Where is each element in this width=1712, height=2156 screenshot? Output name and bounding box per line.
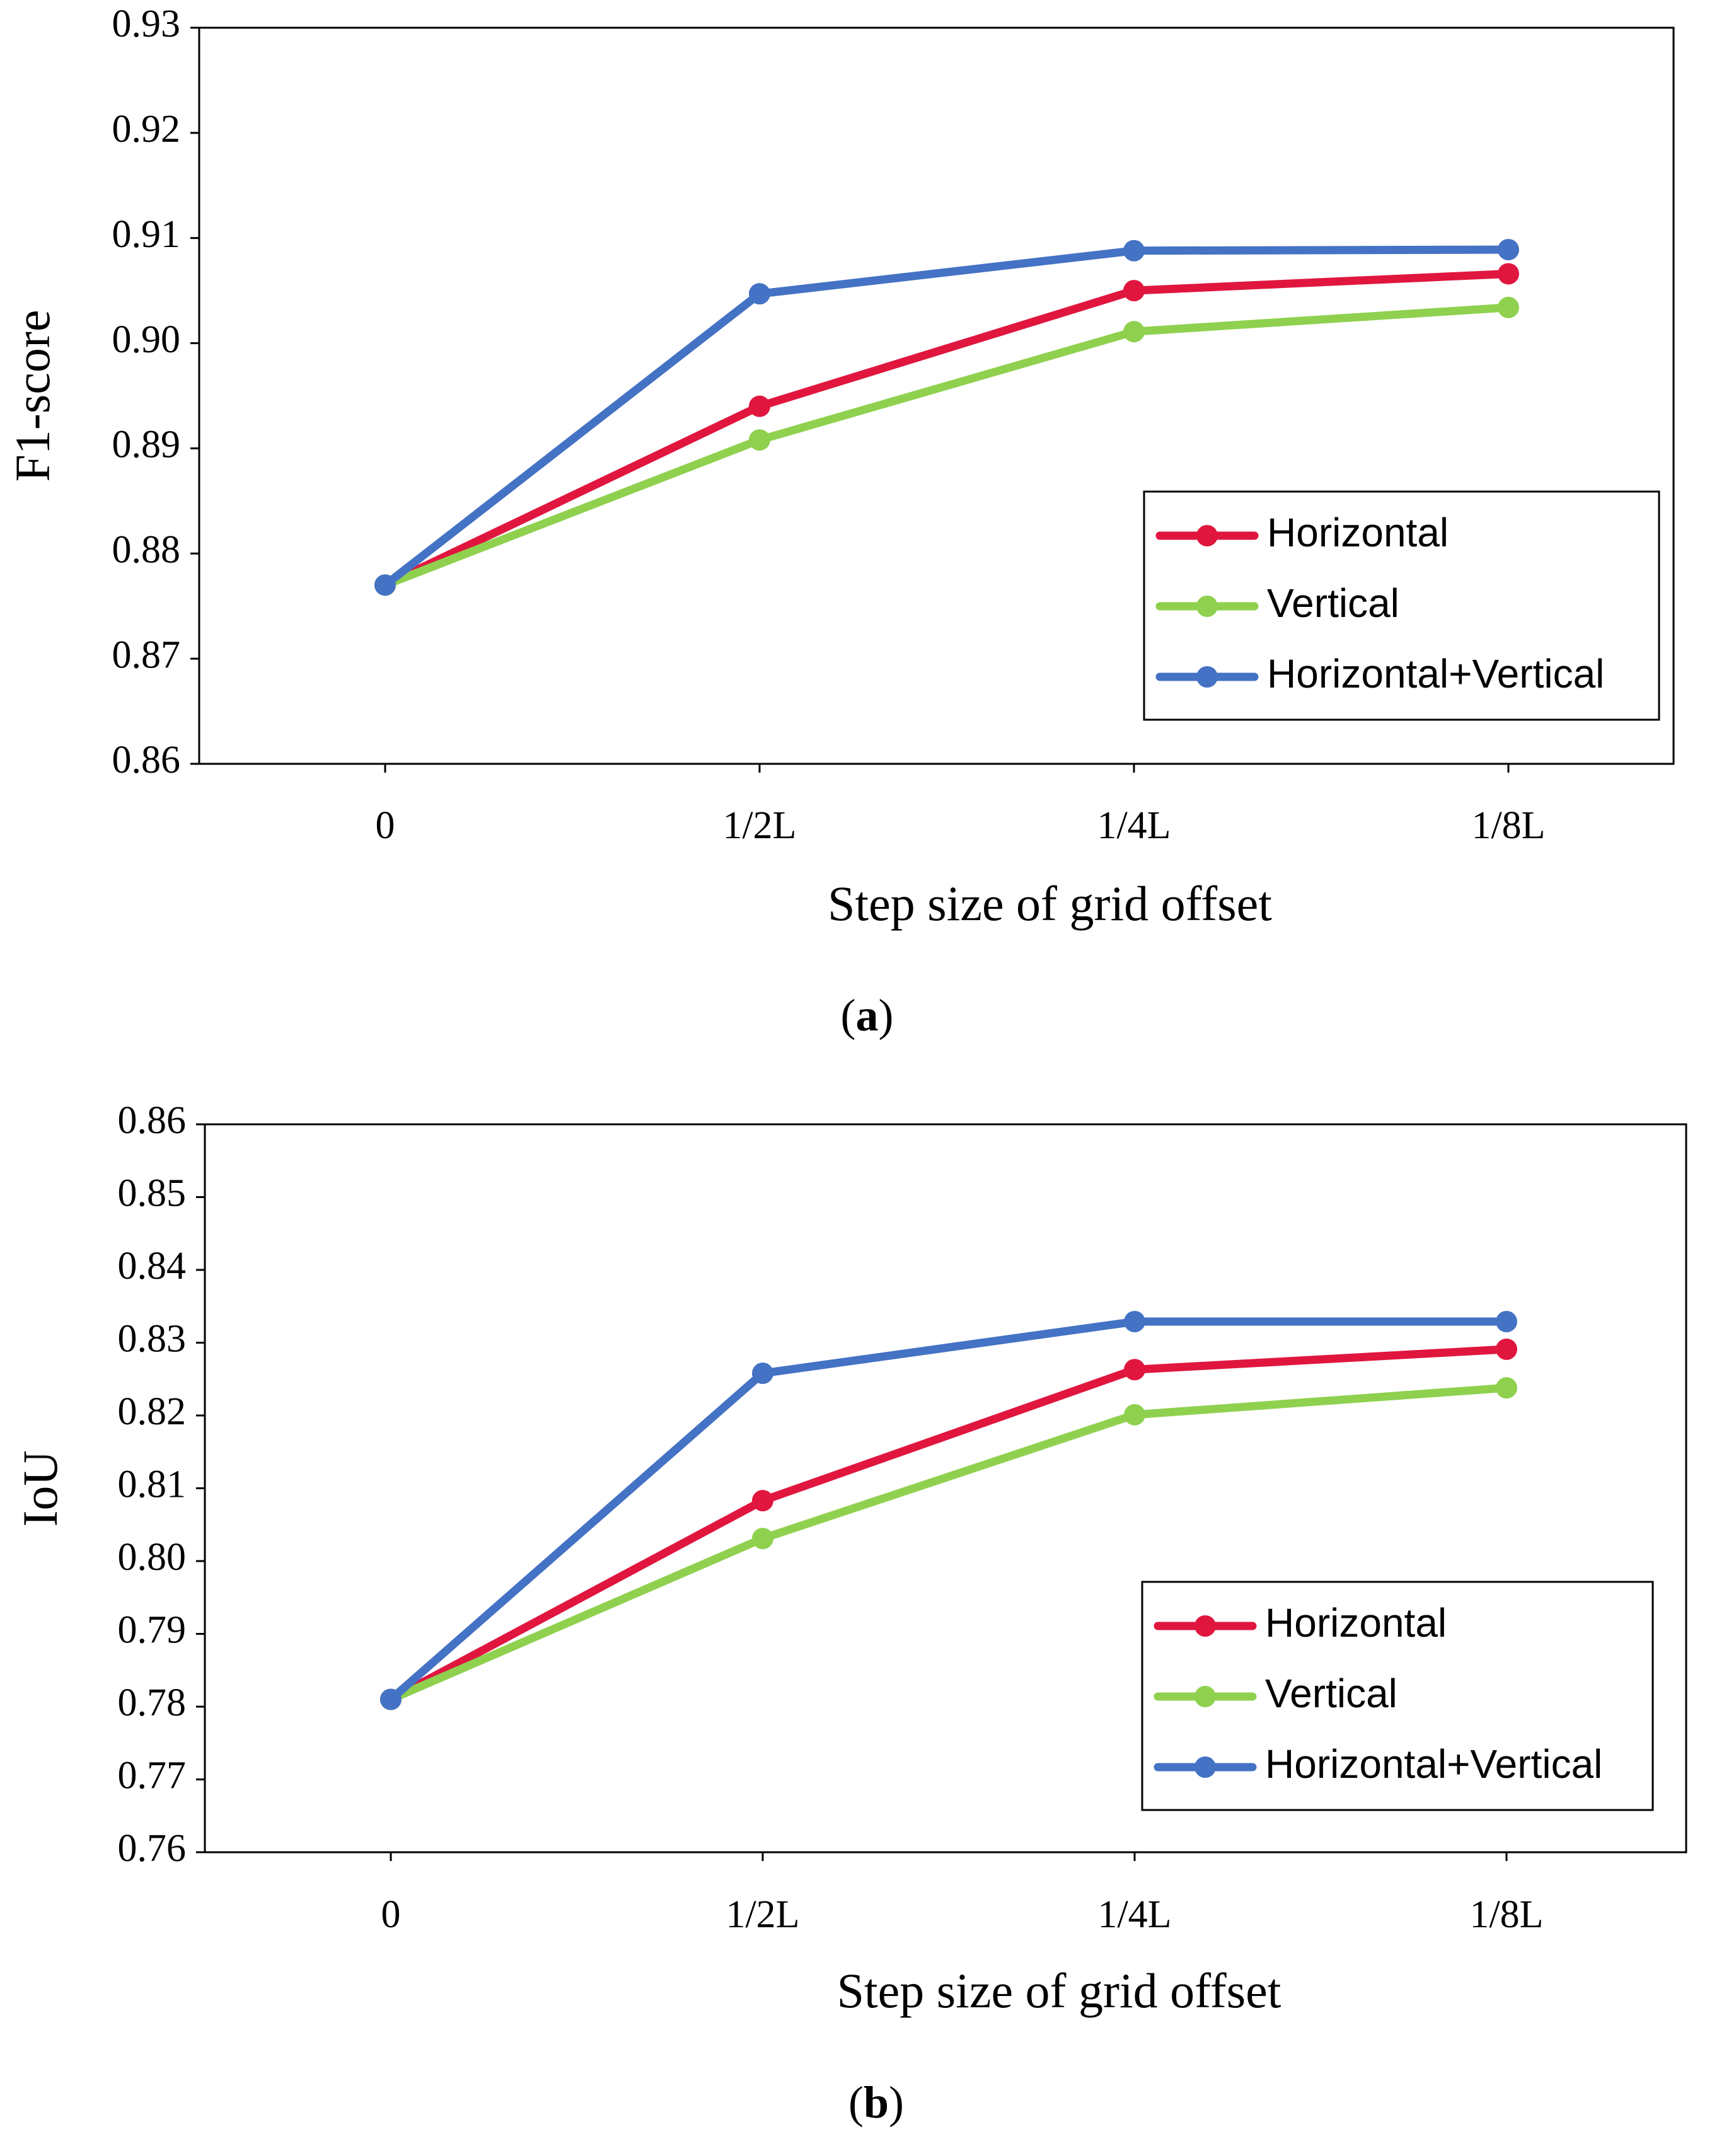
x-tick-label: 0 [376, 804, 395, 847]
y-tick-label: 0.84 [118, 1245, 187, 1288]
series-line-vertical [386, 1383, 1511, 1703]
series-line-horizontal [381, 269, 1513, 589]
y-tick-label: 0.77 [118, 1755, 187, 1797]
caption: (a) [841, 990, 894, 1041]
caption: (b) [848, 2077, 904, 2128]
x-axis-title: Step size of grid offset [828, 876, 1272, 931]
data-point [1496, 1311, 1517, 1333]
x-tick-label: 1/8L [1471, 804, 1545, 847]
y-tick-label: 0.86 [112, 739, 181, 781]
y-axis-title: F1-score [5, 310, 60, 482]
data-point [749, 429, 770, 451]
y-tick-label: 0.78 [118, 1681, 187, 1724]
legend-swatch-marker [1194, 1686, 1216, 1707]
y-tick-label: 0.86 [118, 1099, 187, 1142]
legend-label: Horizontal+Vertical [1267, 651, 1604, 696]
x-tick-label: 1/8L [1469, 1893, 1543, 1936]
data-point [1496, 1377, 1517, 1399]
caption-letter: b [864, 2077, 889, 2128]
data-point [1123, 239, 1145, 262]
legend-swatch-marker [1196, 596, 1218, 617]
data-point [1124, 1359, 1145, 1381]
plot-frame [198, 26, 1675, 765]
x-tick-label: 1/4L [1097, 804, 1171, 847]
legend-label: Horizontal [1267, 510, 1449, 555]
x-axis-title: Step size of grid offset [837, 1963, 1281, 2018]
y-tick-label: 0.92 [112, 108, 181, 151]
legend: Horizontal Vertical Horizontal+Vertical [1141, 1581, 1654, 1811]
data-point [1498, 263, 1519, 285]
data-point [1123, 280, 1145, 302]
y-tick-label: 0.85 [118, 1172, 187, 1215]
y-tick-label: 0.89 [112, 424, 181, 466]
x-tick-label: 1/4L [1097, 1893, 1171, 1936]
data-point [752, 1490, 773, 1512]
data-point [1123, 321, 1145, 343]
x-tick-label: 0 [381, 1893, 401, 1936]
data-point [749, 395, 770, 417]
legend-swatch-marker [1194, 1615, 1216, 1637]
y-tick-label: 0.87 [112, 633, 181, 676]
y-tick-label: 0.93 [112, 3, 181, 45]
legend: Horizontal Vertical Horizontal+Vertical [1143, 490, 1660, 721]
data-point [380, 1688, 402, 1710]
data-point [749, 283, 770, 305]
y-tick-label: 0.91 [112, 213, 181, 256]
data-point [752, 1363, 773, 1385]
x-tick-label: 1/2L [726, 1893, 799, 1936]
data-point [1124, 1404, 1145, 1426]
legend-label: Horizontal [1265, 1600, 1447, 1646]
legend-label: Vertical [1265, 1671, 1397, 1716]
y-tick-label: 0.79 [118, 1609, 187, 1652]
data-point [1498, 296, 1519, 318]
legend-swatch-marker [1196, 525, 1218, 546]
y-axis-title: IoU [13, 1450, 67, 1526]
data-point [1498, 239, 1519, 261]
series-line-vertical [381, 303, 1513, 589]
y-tick-label: 0.82 [118, 1390, 187, 1433]
y-tick-label: 0.83 [118, 1318, 187, 1361]
series-line-horizontal [386, 1345, 1511, 1703]
legend-swatch-marker [1194, 1756, 1216, 1778]
y-tick-label: 0.81 [118, 1463, 187, 1506]
legend-label: Vertical [1267, 580, 1399, 626]
data-point [374, 574, 396, 596]
data-point [1496, 1338, 1517, 1360]
legend-label: Horizontal+Vertical [1265, 1741, 1602, 1787]
y-tick-label: 0.90 [112, 318, 181, 361]
y-tick-label: 0.88 [112, 529, 181, 572]
y-tick-label: 0.80 [118, 1536, 187, 1579]
chart-a: 0.86 0.87 0.88 0.89 0.90 0.91 0.92 0.93 0 1/2L 1/4… [5, 3, 1675, 1041]
series-line-horizontal-vertical [386, 1317, 1511, 1703]
caption-letter: a [856, 990, 879, 1041]
y-tick-label: 0.76 [118, 1827, 187, 1870]
x-tick-label: 1/2L [722, 804, 796, 847]
legend-swatch-marker [1196, 666, 1218, 688]
series-line-horizontal-vertical [381, 245, 1513, 589]
data-point [752, 1528, 773, 1550]
data-point [1124, 1311, 1145, 1333]
chart-b: 0.76 0.77 0.78 0.79 0.80 0.81 0.82 0.83 0.84 0.85… [13, 1099, 1687, 2128]
